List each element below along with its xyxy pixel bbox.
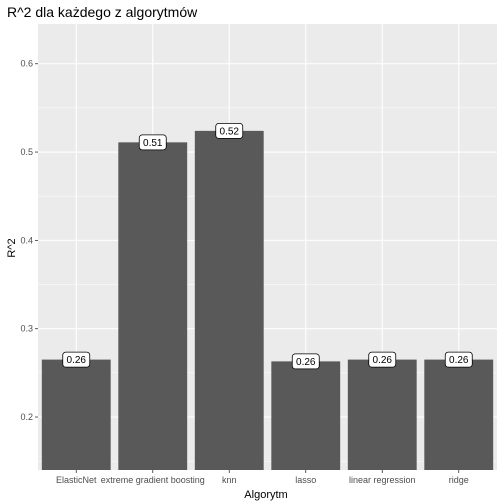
x-tick-label: linear regression — [349, 475, 416, 485]
bar-linear-regression — [347, 359, 417, 470]
data-label: 0.52 — [220, 126, 240, 137]
data-label: 0.26 — [296, 357, 316, 368]
y-tick-label: 0.2 — [20, 412, 33, 422]
data-labels-group: 0.26 0.51 0.52 0.26 0.26 0.26 — [62, 122, 473, 370]
data-label-box — [291, 353, 320, 370]
data-label: 0.26 — [67, 355, 87, 366]
chart-title: R^2 dla każdego z algorytmów — [7, 4, 198, 20]
grid-minor-lines — [38, 107, 497, 462]
plot-panel — [38, 24, 497, 470]
bar-lasso — [271, 361, 341, 470]
x-tick-label: ridge — [449, 475, 469, 485]
x-axis-ticks: ElasticNet extreme gradient boosting knn la… — [56, 470, 469, 485]
data-label: 0.26 — [373, 355, 393, 366]
data-label-box — [368, 351, 397, 368]
bars-group — [41, 130, 494, 471]
data-label-box — [62, 351, 91, 368]
y-tick-label: 0.5 — [20, 147, 33, 157]
x-tick-label: lasso — [295, 475, 316, 485]
y-tick-label: 0.6 — [20, 59, 33, 69]
x-tick-label: extreme gradient boosting — [101, 475, 205, 485]
bar-ridge — [424, 359, 494, 470]
x-axis-title: Algorytm — [244, 489, 287, 501]
x-tick-label: knn — [222, 475, 237, 485]
y-tick-label: 0.3 — [20, 324, 33, 334]
y-axis-ticks: 0.2 0.3 0.4 0.5 0.6 — [20, 59, 38, 422]
bar-ElasticNet — [41, 359, 111, 470]
bar-knn — [194, 130, 264, 470]
data-label-box — [444, 351, 473, 368]
y-axis-title: R^2 — [6, 238, 18, 257]
data-label: 0.51 — [143, 138, 163, 149]
y-tick-label: 0.4 — [20, 235, 33, 245]
data-label-box — [215, 122, 244, 139]
x-tick-label: ElasticNet — [56, 475, 97, 485]
data-label: 0.26 — [449, 355, 469, 366]
data-label-box — [138, 134, 167, 151]
bar-extreme-gradient-boosting — [118, 142, 188, 471]
